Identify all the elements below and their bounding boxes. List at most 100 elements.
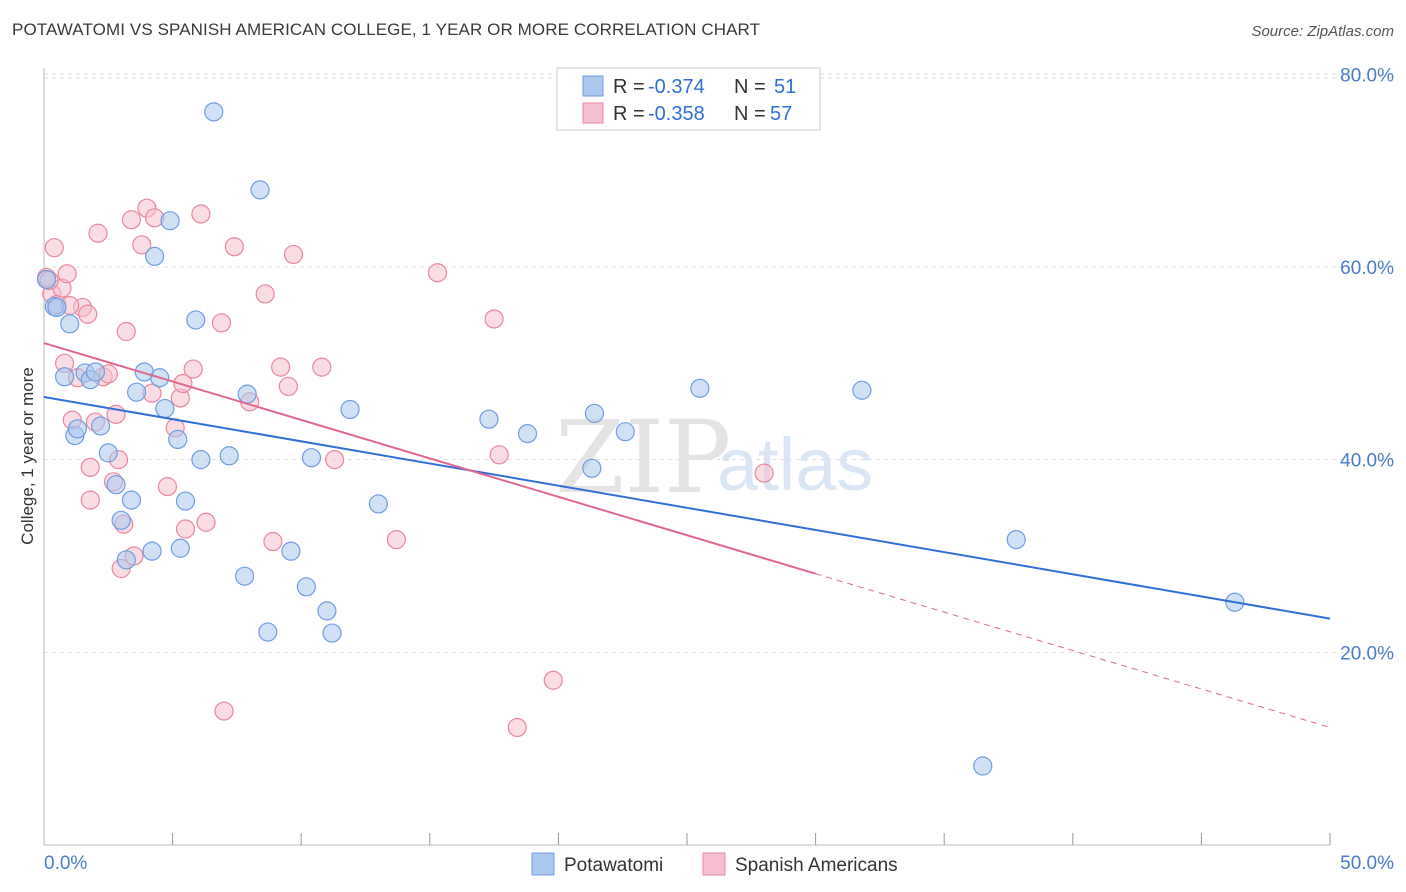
series-spanish-americans bbox=[36, 198, 774, 738]
potawatomi-trend-line bbox=[43, 396, 1331, 620]
potawatomi-point bbox=[155, 398, 175, 419]
potawatomi-point bbox=[106, 475, 126, 495]
potawatomi-point bbox=[301, 448, 322, 468]
spanish-americans-point bbox=[173, 373, 193, 394]
series-potawatomi bbox=[36, 102, 1245, 776]
spanish-americans-point bbox=[427, 263, 448, 283]
potawatomi-point bbox=[1006, 529, 1026, 550]
spanish-americans-point bbox=[263, 531, 283, 552]
spanish-americans-point bbox=[121, 210, 142, 230]
x-tick-label-min: 0.0% bbox=[44, 853, 87, 874]
spanish-americans-point bbox=[57, 264, 77, 284]
spanish-americans-point bbox=[157, 477, 178, 497]
y-tick-label: 60.0% bbox=[1340, 258, 1394, 279]
spanish-americans-trend-line bbox=[43, 342, 816, 575]
potawatomi-point bbox=[584, 403, 605, 423]
potawatomi-point bbox=[235, 566, 255, 586]
spanish-americans-trend-line-extension bbox=[815, 573, 1331, 728]
legend-n-label-2: N = bbox=[734, 103, 766, 125]
spanish-americans-point bbox=[271, 357, 291, 377]
spanish-americans-point bbox=[489, 445, 509, 465]
chart-title: POTAWATOMI VS SPANISH AMERICAN COLLEGE, … bbox=[12, 20, 761, 39]
gridlines bbox=[44, 73, 1394, 653]
spanish-americans-point bbox=[191, 204, 211, 224]
spanish-americans-point bbox=[196, 512, 216, 532]
potawatomi-point bbox=[517, 424, 538, 444]
legend-r-label-1: R = bbox=[613, 76, 645, 98]
legend-r-value-2: -0.358 bbox=[648, 103, 705, 125]
potawatomi-point bbox=[322, 623, 342, 643]
potawatomi-point bbox=[281, 541, 301, 561]
spanish-americans-point bbox=[278, 376, 298, 397]
bottom-legend-label-potawatomi: Potawatomi bbox=[564, 855, 663, 876]
y-tick-label: 80.0% bbox=[1340, 65, 1394, 86]
series-legend: Potawatomi Spanish Americans bbox=[531, 852, 898, 876]
potawatomi-point bbox=[191, 450, 211, 470]
potawatomi-point bbox=[142, 541, 162, 561]
potawatomi-point bbox=[90, 416, 111, 436]
potawatomi-point bbox=[852, 380, 872, 400]
spanish-americans-point bbox=[484, 309, 504, 329]
spanish-americans-point bbox=[78, 304, 98, 324]
potawatomi-point bbox=[317, 601, 337, 621]
spanish-americans-point bbox=[80, 490, 100, 510]
potawatomi-point bbox=[60, 314, 80, 334]
y-axis-label: College, 1 year or more bbox=[18, 367, 37, 545]
potawatomi-point bbox=[368, 494, 388, 514]
potawatomi-point bbox=[237, 384, 257, 404]
correlation-legend: R = -0.374 N = 51 R = -0.358 N = 57 bbox=[556, 67, 821, 131]
source-credit: Source: ZipAtlas.com bbox=[1251, 23, 1394, 40]
bottom-legend-swatch-spanish-americans bbox=[702, 852, 726, 876]
spanish-americans-point bbox=[132, 235, 152, 255]
y-tick-label: 40.0% bbox=[1340, 451, 1394, 472]
spanish-americans-point bbox=[386, 529, 406, 550]
spanish-americans-point bbox=[183, 359, 203, 379]
legend-n-value-1: 51 bbox=[774, 76, 796, 98]
spanish-americans-point bbox=[754, 463, 774, 483]
x-ticks bbox=[172, 833, 1331, 845]
spanish-americans-point bbox=[507, 717, 527, 738]
y-tick-label: 20.0% bbox=[1340, 643, 1394, 664]
spanish-americans-point bbox=[44, 238, 64, 258]
potawatomi-point bbox=[168, 429, 188, 450]
legend-swatch-spanish-americans bbox=[582, 102, 604, 124]
potawatomi-point bbox=[186, 310, 206, 330]
potawatomi-point bbox=[36, 269, 57, 290]
spanish-americans-point bbox=[325, 450, 345, 470]
potawatomi-point bbox=[98, 443, 118, 463]
spanish-americans-point bbox=[175, 519, 196, 539]
potawatomi-point bbox=[615, 422, 635, 442]
potawatomi-point bbox=[250, 180, 270, 200]
potawatomi-point bbox=[204, 102, 224, 122]
spanish-americans-point bbox=[312, 357, 332, 377]
legend-n-value-2: 57 bbox=[770, 103, 792, 125]
potawatomi-point bbox=[340, 399, 360, 420]
potawatomi-point bbox=[54, 367, 75, 387]
spanish-americans-point bbox=[255, 284, 275, 304]
potawatomi-point bbox=[47, 297, 67, 318]
potawatomi-point bbox=[160, 211, 180, 231]
y-tick-labels: 20.0% 40.0% 60.0% 80.0% bbox=[1340, 65, 1394, 664]
potawatomi-point bbox=[582, 458, 602, 478]
spanish-americans-point bbox=[80, 457, 100, 477]
potawatomi-point bbox=[219, 446, 239, 466]
legend-r-label-2: R = bbox=[613, 103, 645, 125]
potawatomi-point bbox=[144, 246, 165, 266]
potawatomi-point bbox=[175, 491, 196, 511]
potawatomi-point bbox=[973, 756, 993, 776]
potawatomi-point bbox=[296, 577, 316, 597]
legend-r-value-1: -0.374 bbox=[648, 76, 705, 98]
watermark-zip: ZIP bbox=[555, 399, 731, 516]
potawatomi-point bbox=[170, 538, 190, 558]
potawatomi-point bbox=[116, 550, 136, 570]
spanish-americans-point bbox=[283, 244, 304, 265]
bottom-legend-swatch-potawatomi bbox=[531, 852, 555, 876]
legend-swatch-potawatomi bbox=[582, 75, 604, 97]
watermark-atlas: atlas bbox=[717, 423, 873, 506]
spanish-americans-point bbox=[88, 223, 108, 243]
legend-n-label-1: N = bbox=[734, 76, 766, 98]
potawatomi-point bbox=[126, 382, 147, 402]
trend-lines bbox=[43, 342, 1331, 728]
potawatomi-point bbox=[479, 409, 499, 429]
x-tick-label-max: 50.0% bbox=[1340, 853, 1394, 874]
